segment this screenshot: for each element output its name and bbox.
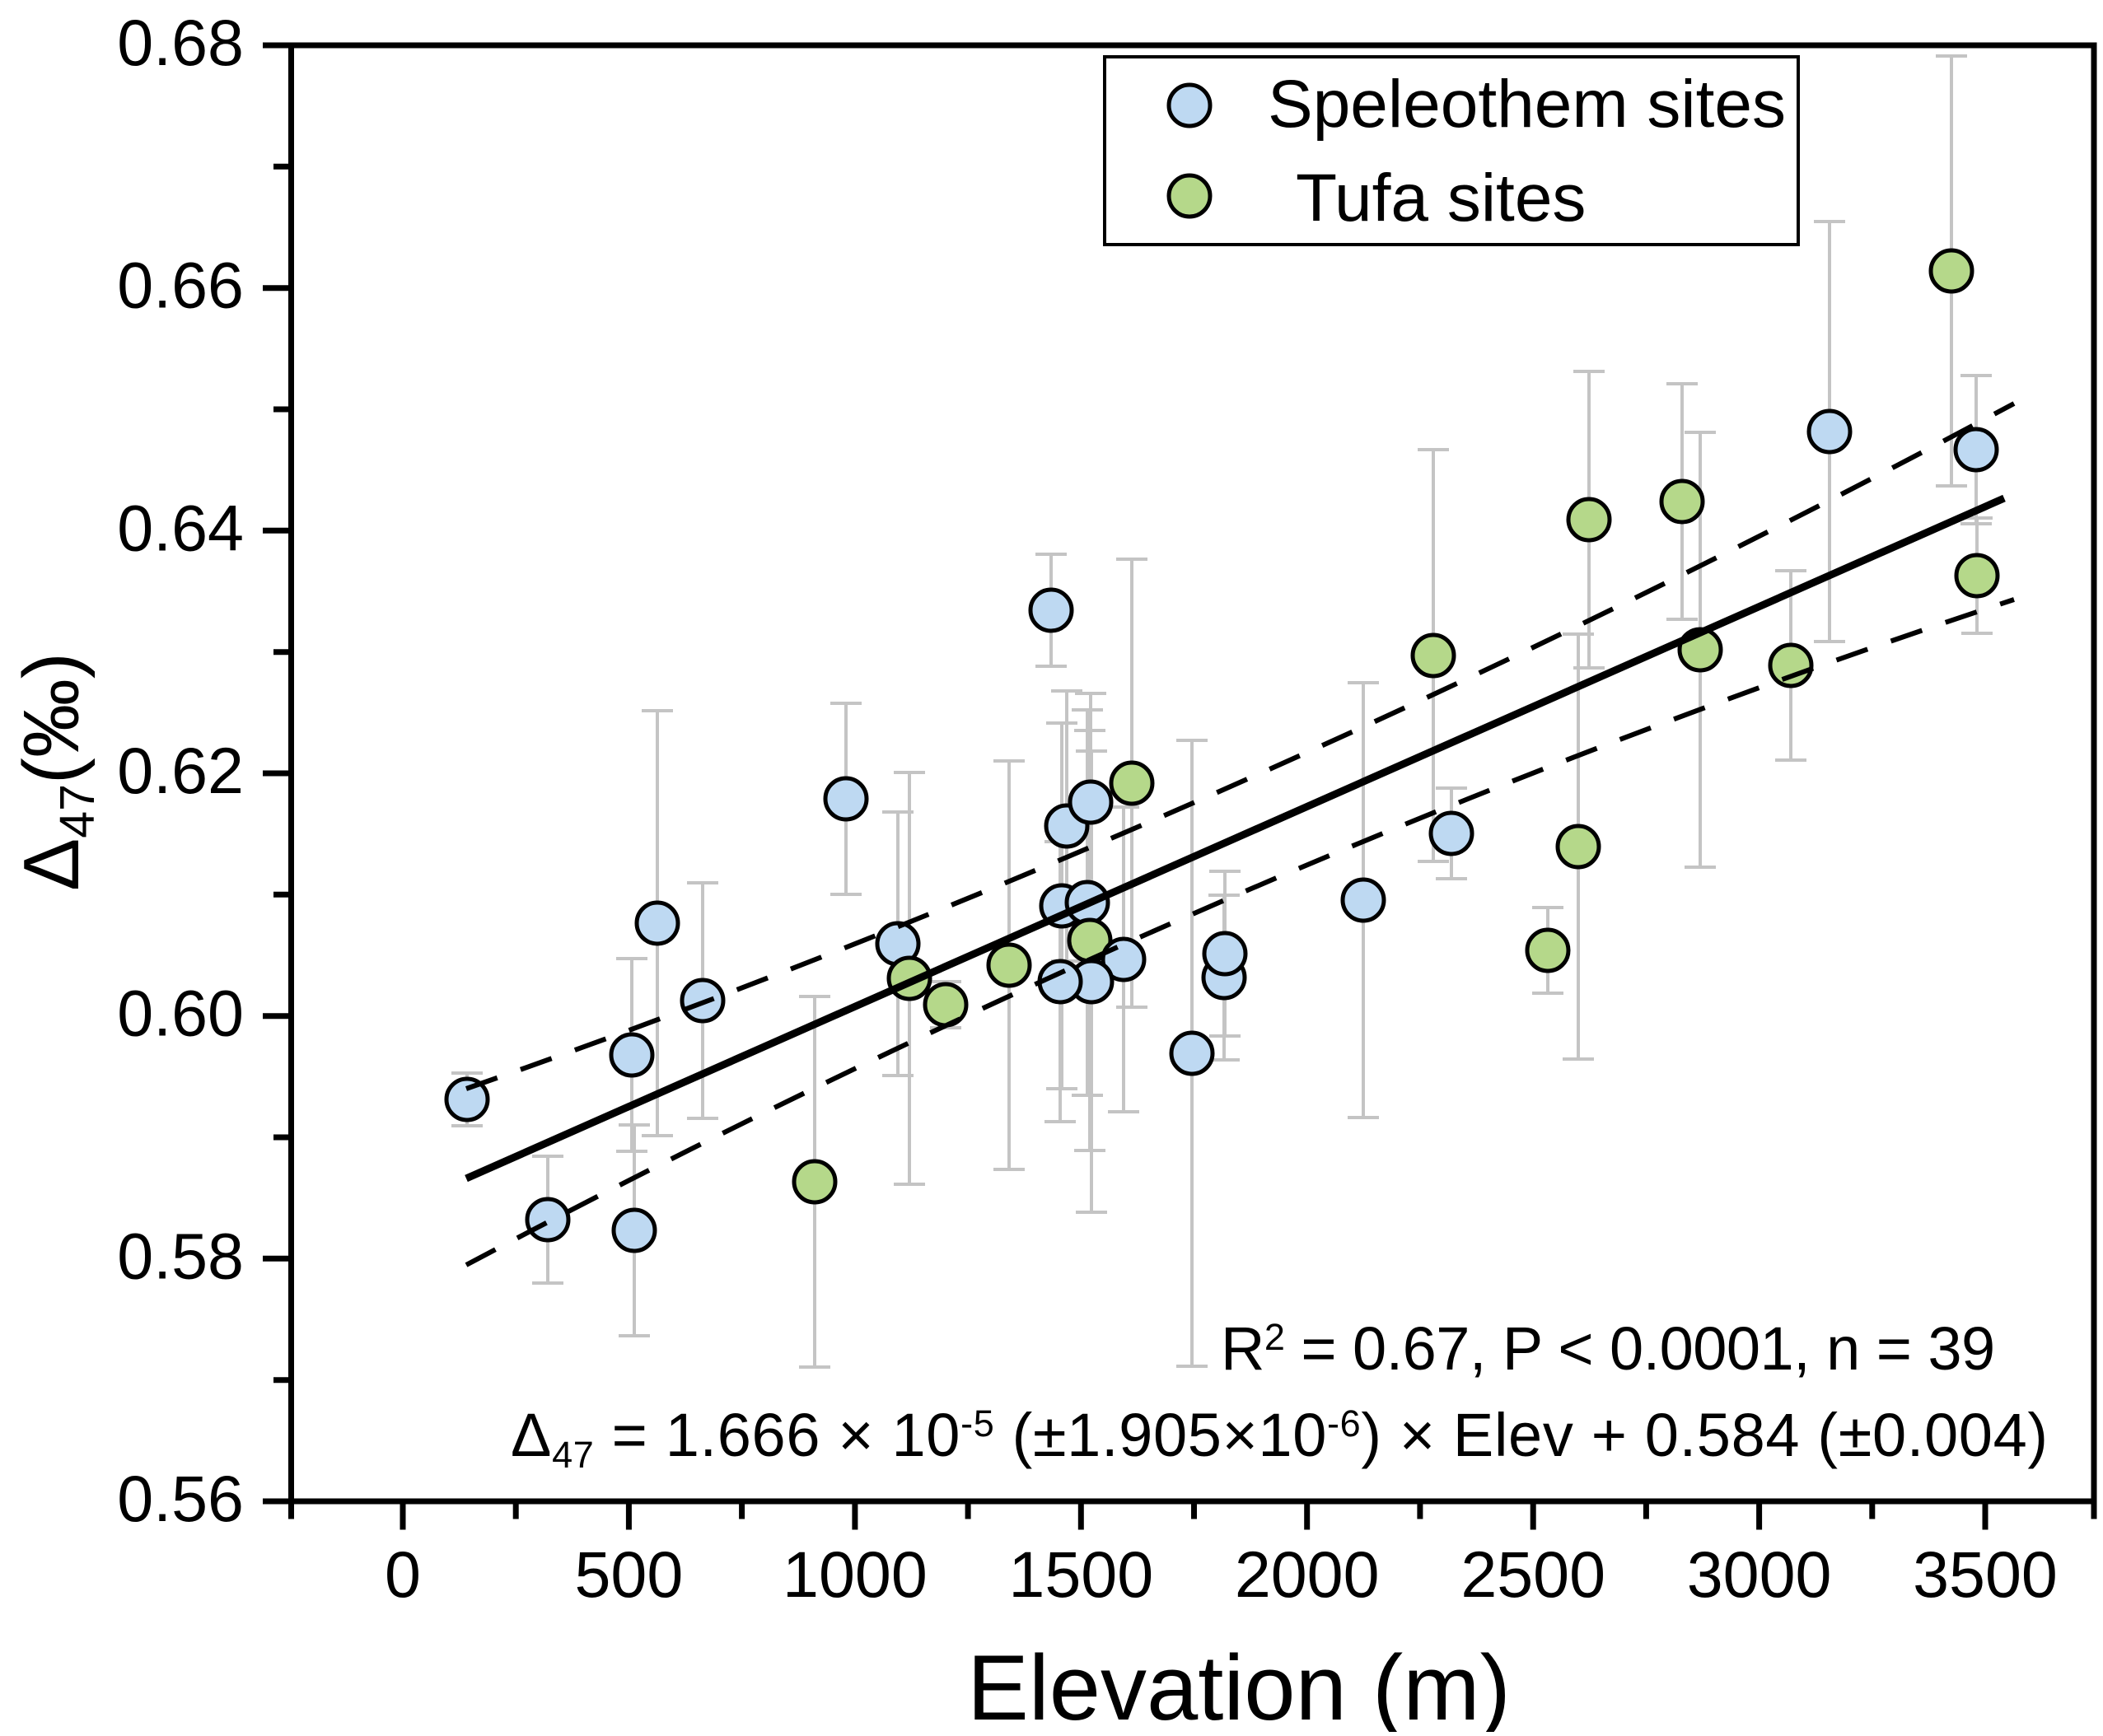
svg-text:R2 = 0.67, P < 0.0001, n = 39: R2 = 0.67, P < 0.0001, n = 39 — [1221, 1314, 1995, 1383]
svg-text:2500: 2500 — [1460, 1538, 1605, 1611]
svg-text:0.60: 0.60 — [117, 977, 244, 1050]
svg-text:0.64: 0.64 — [117, 491, 244, 564]
svg-text:0.66: 0.66 — [117, 249, 244, 322]
svg-text:3000: 3000 — [1687, 1538, 1832, 1611]
svg-text:500: 500 — [574, 1538, 683, 1611]
svg-text:3500: 3500 — [1913, 1538, 2058, 1611]
svg-text:0.58: 0.58 — [117, 1219, 244, 1292]
svg-text:1500: 1500 — [1008, 1538, 1153, 1611]
svg-text:2000: 2000 — [1235, 1538, 1380, 1611]
svg-text:Speleothem sites: Speleothem sites — [1268, 67, 1786, 142]
svg-text:Δ47(‰): Δ47(‰) — [7, 652, 105, 891]
svg-text:0.62: 0.62 — [117, 734, 244, 807]
svg-text:0: 0 — [385, 1538, 421, 1611]
svg-text:Tufa sites: Tufa sites — [1296, 161, 1586, 236]
svg-text:Elevation (m): Elevation (m) — [967, 1636, 1511, 1732]
svg-text:0.56: 0.56 — [117, 1462, 244, 1535]
svg-text:Δ47 = 1.666 × 10-5 (±1.905×10-: Δ47 = 1.666 × 10-5 (±1.905×10-6) × Elev … — [511, 1401, 2049, 1476]
svg-text:0.68: 0.68 — [117, 6, 244, 79]
svg-text:1000: 1000 — [783, 1538, 928, 1611]
